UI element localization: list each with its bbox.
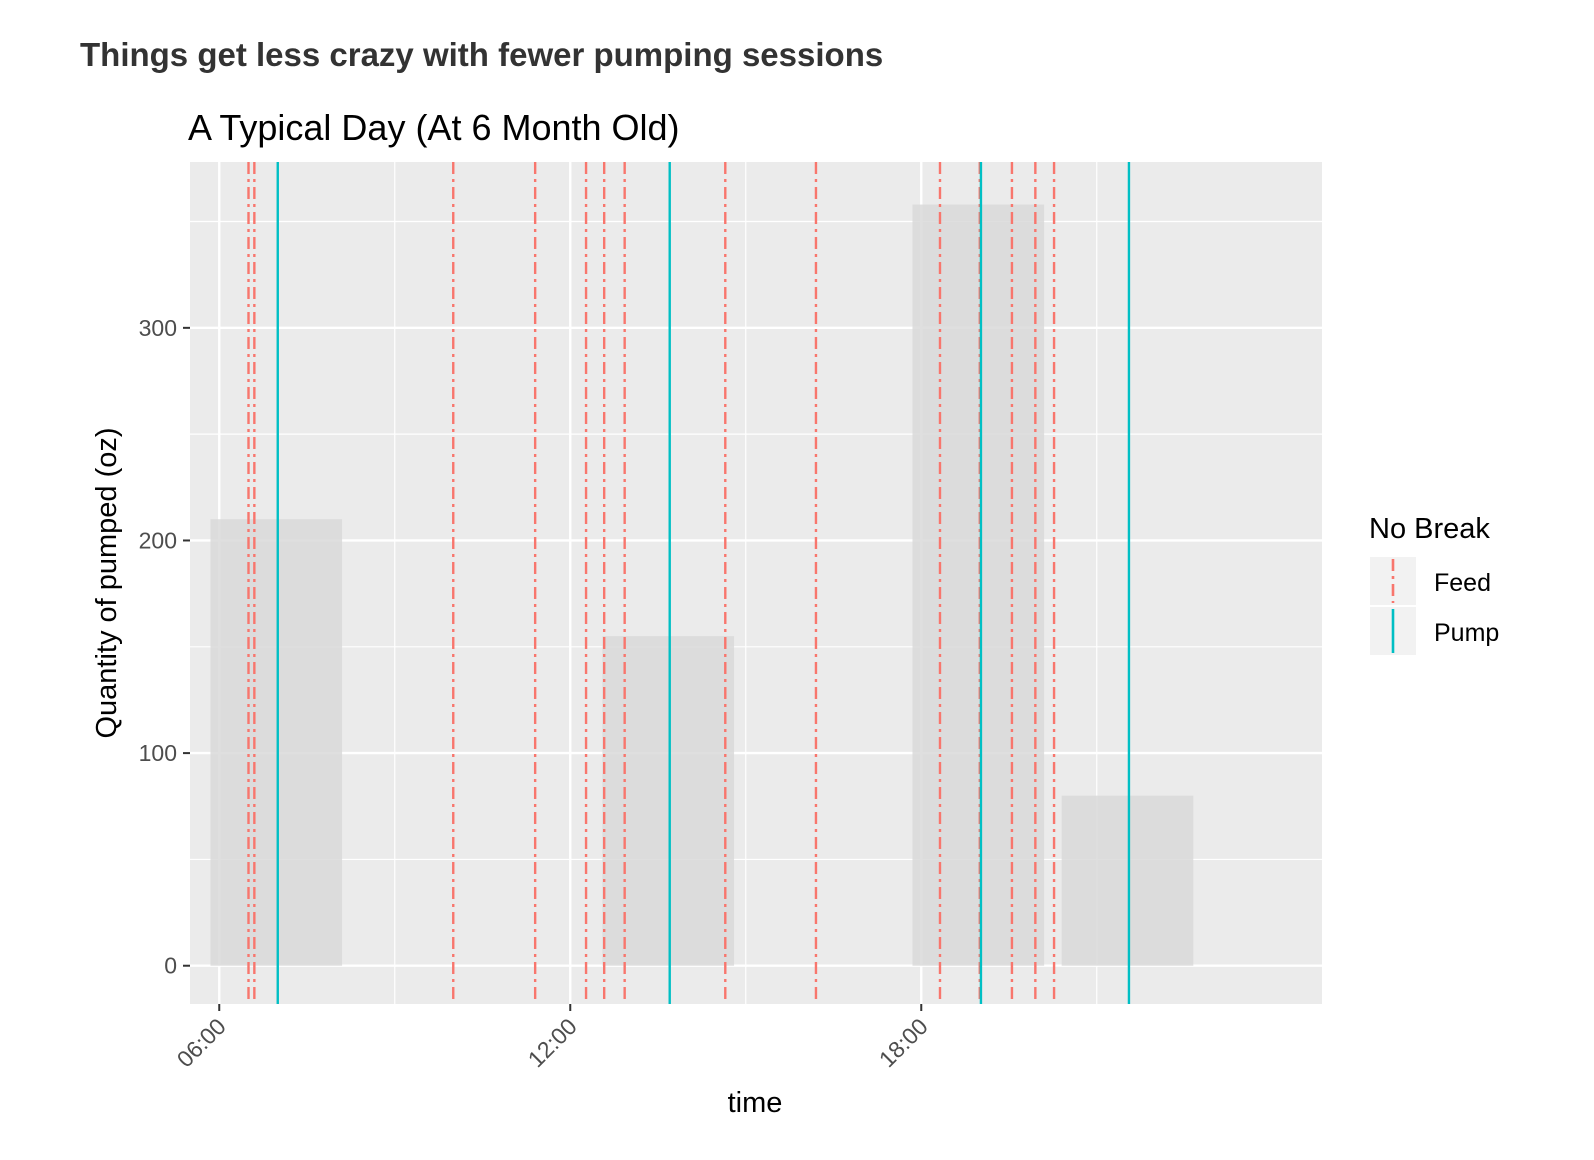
x-tick-label: 12:00 <box>523 1013 582 1072</box>
bar-layer <box>210 204 1194 966</box>
chart-title: A Typical Day (At 6 Month Old) <box>188 107 680 148</box>
legend-entries: Feed Pump <box>1370 557 1499 655</box>
y-tick-label: 0 <box>164 953 177 979</box>
bar <box>1061 795 1194 966</box>
event-lines <box>247 162 1131 1004</box>
x-tick-label: 18:00 <box>874 1013 933 1072</box>
legend-label: Pump <box>1434 619 1499 647</box>
y-tick-label: 300 <box>139 315 177 341</box>
y-tick-label: 100 <box>139 740 177 766</box>
page-heading: Things get less crazy with fewer pumping… <box>80 36 884 73</box>
bar <box>912 204 1045 966</box>
legend-title: No Break <box>1369 513 1490 545</box>
y-axis-label: Quantity of pumped (oz) <box>91 427 123 738</box>
legend: No Break Feed Pump <box>1369 513 1499 655</box>
x-axis-label: time <box>728 1087 783 1119</box>
legend-label: Feed <box>1434 569 1491 597</box>
bar <box>210 519 343 966</box>
x-tick-label: 06:00 <box>172 1013 231 1072</box>
y-tick-label: 200 <box>139 527 177 553</box>
bar <box>602 636 735 966</box>
